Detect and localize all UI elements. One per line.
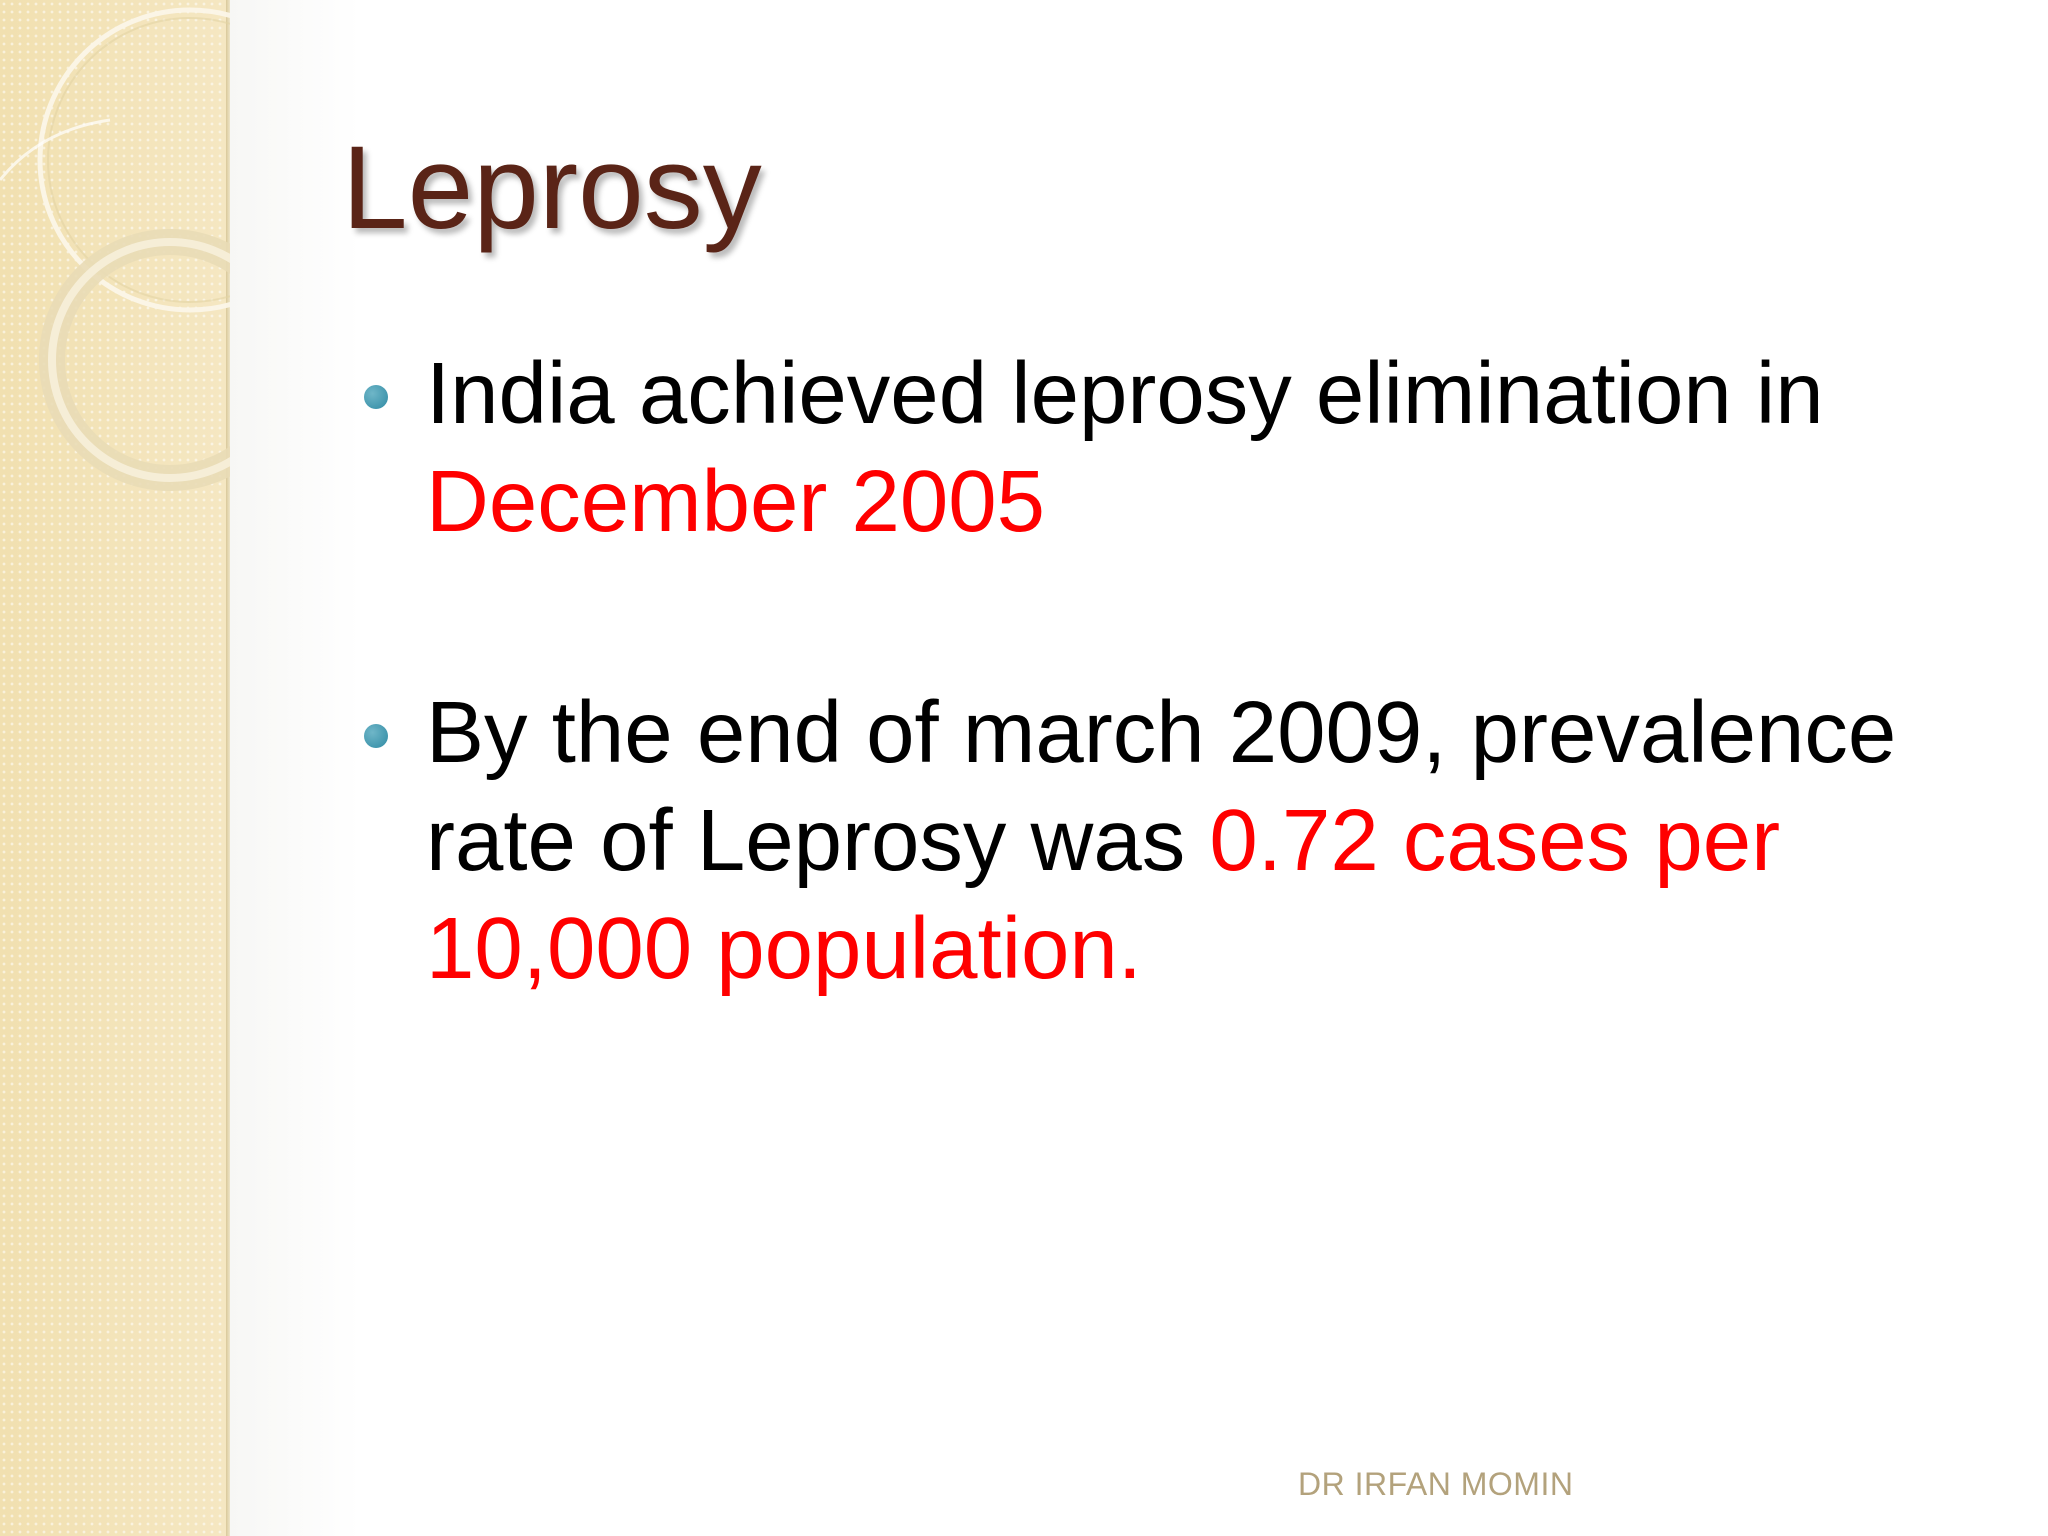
bullet-item: By the end of march 2009, prevalence rat… — [356, 679, 1996, 1003]
footer-author: DR IRFAN MOMIN — [1298, 1466, 1574, 1502]
bullet-text: India achieved leprosy elimination in — [426, 345, 1824, 442]
ring-decoration-icon — [0, 7, 230, 491]
bullet-dot-icon — [364, 724, 388, 748]
slide-title: Leprosy — [342, 122, 762, 254]
bullet-item: India achieved leprosy elimination in De… — [356, 340, 1996, 556]
bullet-dot-icon — [364, 385, 388, 409]
side-panel-edge — [226, 0, 230, 1536]
bullet-emphasis: 0.72 cases per 10,000 population. — [426, 792, 1781, 997]
bullet-text: By the end of march 2009, prevalence rat… — [426, 684, 1897, 889]
bullet-emphasis: December 2005 — [426, 453, 1046, 550]
bullet-list: India achieved leprosy elimination in De… — [356, 340, 1996, 1003]
side-panel-shadow — [230, 0, 360, 1536]
